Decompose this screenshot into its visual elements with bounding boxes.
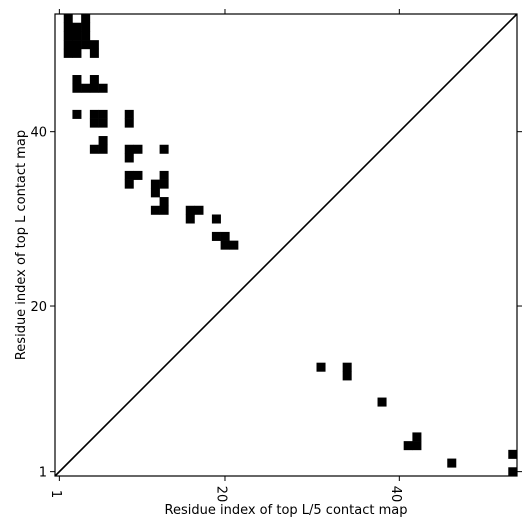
contact-cell-2-52	[63, 22, 73, 32]
contact-cell-5-38	[89, 144, 99, 154]
contact-cell-13-31	[159, 205, 169, 215]
contact-cell-3-45	[72, 83, 82, 93]
contact-cell-9-34	[124, 179, 134, 189]
contact-cell-4-45	[81, 83, 91, 93]
contact-cell-6-39	[98, 136, 108, 146]
y-tick-label: 20	[30, 300, 47, 315]
contact-cell-4-50	[81, 40, 91, 50]
x-tick-label: 1	[48, 490, 63, 498]
contact-cell-19-28	[211, 231, 221, 241]
contact-cell-10-38	[133, 144, 143, 154]
contact-cell-5-46	[89, 75, 99, 85]
contact-cell-13-38	[159, 144, 169, 154]
contact-cell-6-38	[98, 144, 108, 154]
contact-cell-19-30	[211, 214, 221, 224]
contact-cell-41-4	[403, 441, 413, 451]
contact-cell-20-28	[220, 231, 230, 241]
contact-cell-21-27	[229, 240, 239, 250]
contact-cell-3-46	[72, 75, 82, 85]
contact-cell-20-27	[220, 240, 230, 250]
x-axis-label: Residue index of top L/5 contact map	[165, 503, 408, 518]
contact-cell-9-42	[124, 109, 134, 119]
y-tick-label: 1	[39, 466, 47, 481]
y-tick-label: 40	[30, 126, 47, 141]
diagonal-line	[54, 13, 518, 477]
contact-cell-34-13	[342, 362, 352, 372]
contact-cell-5-49	[89, 48, 99, 58]
contact-cell-4-53	[81, 14, 91, 24]
contact-cell-3-49	[72, 48, 82, 58]
contact-cell-53-3	[508, 449, 518, 459]
contact-cell-6-45	[98, 83, 108, 93]
contact-cell-6-41	[98, 118, 108, 128]
contact-cell-42-4	[412, 441, 422, 451]
contact-cell-13-35	[159, 170, 169, 180]
contact-cell-53-1	[508, 467, 518, 477]
contact-cell-17-31	[194, 205, 204, 215]
plot-frame	[54, 13, 518, 477]
contact-cell-5-45	[89, 83, 99, 93]
contact-cell-2-51	[63, 31, 73, 41]
contact-cell-6-42	[98, 109, 108, 119]
contact-cell-9-35	[124, 170, 134, 180]
contact-cell-34-12	[342, 371, 352, 381]
contact-cell-16-30	[185, 214, 195, 224]
contact-cell-12-34	[150, 179, 160, 189]
contact-cell-9-38	[124, 144, 134, 154]
contact-cell-46-2	[447, 458, 457, 468]
lower-contact-cells	[316, 362, 518, 477]
contact-cell-4-52	[81, 22, 91, 32]
y-axis-ticks: 1 20 40	[30, 126, 522, 481]
x-axis-ticks: 1 20 40	[48, 9, 403, 502]
contact-cell-38-9	[377, 397, 387, 407]
contact-cell-16-31	[185, 205, 195, 215]
contact-cell-12-31	[150, 205, 160, 215]
contact-cell-9-41	[124, 118, 134, 128]
contact-cell-3-42	[72, 109, 82, 119]
contact-cell-5-50	[89, 40, 99, 50]
contact-cell-2-49	[63, 48, 73, 58]
contact-cell-31-13	[316, 362, 326, 372]
contact-cell-42-5	[412, 432, 422, 442]
contact-cell-13-32	[159, 197, 169, 207]
contact-cell-5-41	[89, 118, 99, 128]
contact-cell-2-50	[63, 40, 73, 50]
contact-cell-4-51	[81, 31, 91, 41]
contact-cell-5-42	[89, 109, 99, 119]
contact-cell-2-53	[63, 14, 73, 24]
x-tick-label: 20	[213, 486, 228, 503]
contact-cell-3-52	[72, 22, 82, 32]
x-tick-label: 40	[388, 486, 403, 503]
contact-cell-3-50	[72, 40, 82, 50]
contact-cell-3-51	[72, 31, 82, 41]
upper-contact-cells	[63, 14, 239, 250]
y-axis-label: Residue index of top L contact map	[14, 130, 29, 360]
contact-cell-10-35	[133, 170, 143, 180]
contact-cell-9-37	[124, 153, 134, 163]
contact-cell-13-34	[159, 179, 169, 189]
contact-cell-12-33	[150, 188, 160, 198]
